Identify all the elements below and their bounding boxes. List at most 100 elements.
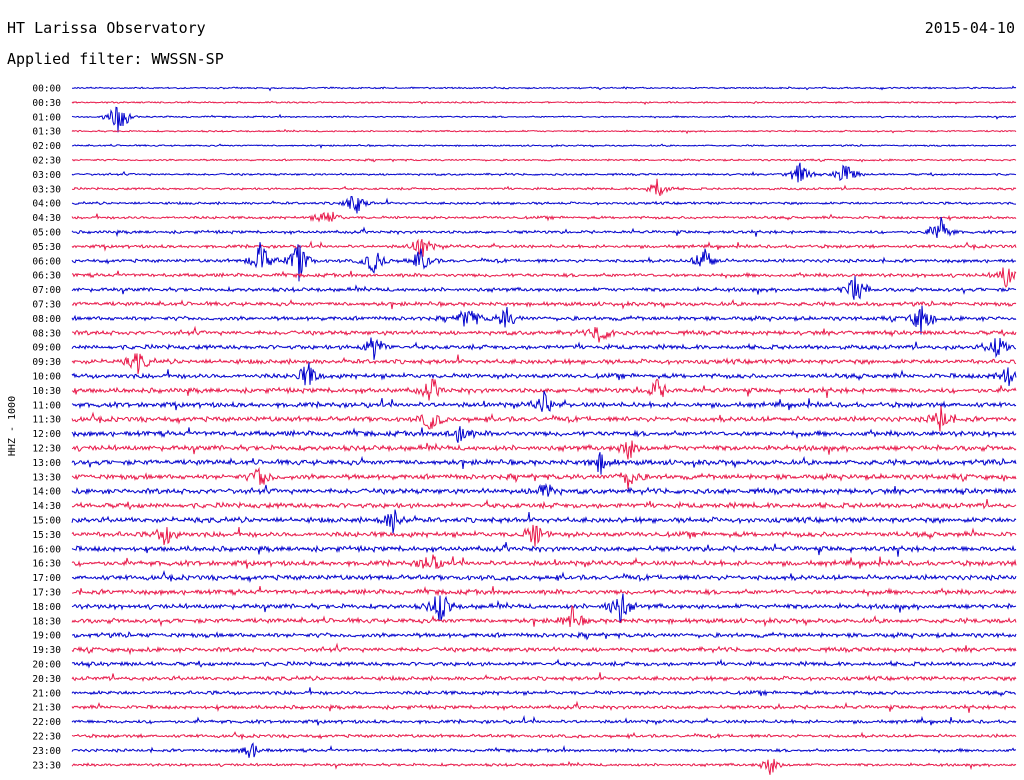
- trace-line: [71, 426, 1017, 443]
- tick-label: 07:00: [32, 285, 61, 296]
- trace-line: [71, 586, 1017, 598]
- trace-line: [71, 178, 1017, 197]
- tick-label: 16:30: [32, 559, 61, 570]
- trace-line: [71, 325, 1017, 343]
- tick-label: 00:00: [32, 84, 61, 95]
- tick-label: 19:00: [32, 631, 61, 642]
- tick-label: 03:00: [32, 170, 61, 181]
- trace-line: [71, 604, 1017, 628]
- trace-line: [71, 758, 1017, 775]
- tick-label: 15:00: [32, 516, 61, 527]
- tick-label: 11:30: [32, 415, 61, 426]
- tick-label: 14:00: [32, 487, 61, 498]
- trace-line: [71, 509, 1017, 534]
- tick-label: 06:30: [32, 271, 61, 282]
- trace-line: [71, 405, 1017, 432]
- trace-line: [71, 162, 1017, 183]
- tick-label: 00:30: [32, 98, 61, 109]
- tick-label: 04:30: [32, 213, 61, 224]
- tick-label: 02:00: [32, 141, 61, 152]
- filter-label: Applied filter: WWSSN-SP: [7, 50, 224, 68]
- trace-line: [71, 298, 1017, 310]
- trace-line: [71, 554, 1017, 570]
- trace-line: [71, 687, 1016, 697]
- tick-label: 16:00: [32, 544, 61, 555]
- time-labels: 00:00 00:30 01:00 01:30 02:00 02:30 03:00 03:30…: [32, 84, 61, 772]
- tick-label: 02:30: [32, 156, 61, 167]
- tick-label: 08:00: [32, 314, 61, 325]
- tick-label: 22:00: [32, 717, 61, 728]
- tick-label: 17:30: [32, 588, 61, 599]
- tick-label: 10:00: [32, 372, 61, 383]
- tick-label: 23:00: [32, 746, 61, 757]
- trace-line: [71, 337, 1017, 360]
- trace-line: [71, 482, 1017, 497]
- trace-line: [71, 542, 1017, 557]
- station-title: HT Larissa Observatory: [7, 19, 206, 37]
- trace-line: [71, 390, 1017, 412]
- trace-line: [71, 715, 1017, 726]
- tick-label: 05:30: [32, 242, 61, 253]
- tick-label: 20:00: [32, 660, 61, 671]
- tick-label: 01:00: [32, 112, 61, 123]
- tick-label: 14:30: [32, 501, 61, 512]
- trace-line: [71, 593, 1017, 624]
- tick-label: 15:30: [32, 530, 61, 541]
- tick-label: 12:00: [32, 429, 61, 440]
- trace-line: [71, 216, 1017, 238]
- tick-label: 03:30: [32, 184, 61, 195]
- trace-line: [71, 672, 1017, 682]
- trace-line: [71, 85, 1017, 92]
- trace-line: [71, 452, 1017, 475]
- tick-label: 22:30: [32, 732, 61, 743]
- trace-line: [71, 158, 1017, 163]
- tick-label: 17:00: [32, 573, 61, 584]
- trace-line: [71, 100, 1017, 106]
- trace-line: [71, 742, 1016, 758]
- trace-line: [71, 440, 1017, 460]
- tick-label: 20:30: [32, 674, 61, 685]
- tick-label: 13:00: [32, 458, 61, 469]
- tick-label: 12:30: [32, 444, 61, 455]
- trace-line: [71, 238, 1017, 257]
- tick-label: 13:30: [32, 472, 61, 483]
- date-label: 2015-04-10: [924, 19, 1015, 37]
- tick-label: 08:30: [32, 328, 61, 339]
- tick-label: 09:00: [32, 343, 61, 354]
- tick-label: 11:00: [32, 400, 61, 411]
- tick-label: 06:00: [32, 256, 61, 267]
- tick-label: 19:30: [32, 645, 61, 656]
- trace-line: [71, 211, 1017, 223]
- trace-line: [71, 106, 1017, 133]
- tick-label: 09:30: [32, 357, 61, 368]
- tick-label: 04:00: [32, 199, 61, 210]
- trace-line: [71, 570, 1017, 584]
- tick-label: 21:30: [32, 703, 61, 714]
- trace-line: [71, 378, 1017, 401]
- trace-line: [71, 658, 1017, 669]
- trace-line: [71, 466, 1017, 490]
- trace-line: [71, 276, 1017, 300]
- channel-label: HHZ - 1000: [7, 396, 18, 456]
- tick-label: 05:00: [32, 228, 61, 239]
- trace-line: [71, 642, 1017, 656]
- trace-line: [71, 700, 1017, 713]
- tick-label: 23:30: [32, 760, 61, 771]
- trace-line: [71, 242, 1017, 282]
- trace-line: [72, 631, 1017, 641]
- trace-line: [71, 143, 1017, 149]
- tick-label: 01:30: [32, 127, 61, 138]
- tick-label: 07:30: [32, 300, 61, 311]
- tick-label: 18:30: [32, 616, 61, 627]
- trace-line: [71, 305, 1017, 335]
- trace-line: [71, 731, 1017, 741]
- trace-line: [71, 267, 1017, 288]
- tick-label: 10:30: [32, 386, 61, 397]
- trace-line: [71, 195, 1016, 214]
- tick-label: 21:00: [32, 688, 61, 699]
- trace-line: [71, 498, 1017, 511]
- tick-label: 18:00: [32, 602, 61, 613]
- trace-line: [71, 128, 1017, 135]
- trace-line: [71, 362, 1017, 387]
